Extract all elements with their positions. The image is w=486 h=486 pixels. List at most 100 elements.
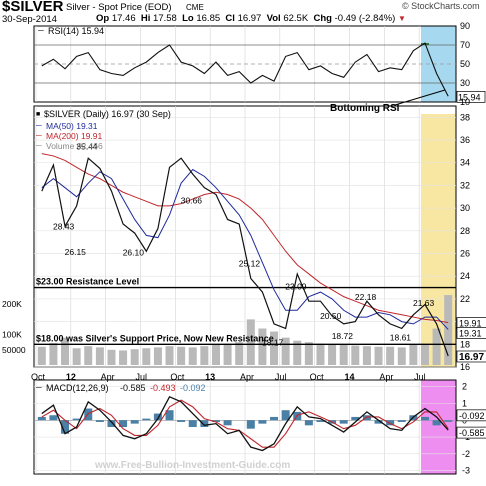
macd-histogram-bar: [316, 420, 325, 422]
macd-histogram-bar: [328, 420, 337, 424]
x-tick-label: 14: [345, 372, 355, 382]
x-tick-label: Oct: [310, 372, 325, 382]
x-tick-label: 12: [66, 372, 76, 382]
price-y-tick: 18: [460, 339, 470, 349]
macd-histogram-bar: [339, 420, 348, 424]
macd-histogram-bar: [420, 416, 429, 421]
volume-bar: [374, 346, 383, 365]
volume-bar: [293, 340, 302, 365]
macd-histogram-bar: [84, 408, 93, 421]
volume-bar: [444, 295, 453, 365]
macd-line: [41, 395, 449, 452]
hi-value: 17.58: [153, 13, 177, 24]
volume-bar: [386, 346, 395, 365]
macd-histogram-bar: [153, 413, 162, 421]
rsi-highlight-region: [420, 26, 456, 102]
price-legend-item: Volume 62,466: [46, 141, 103, 151]
macd-histogram-bar: [107, 420, 116, 427]
price-line: [41, 157, 449, 357]
price-y-tick: 16: [460, 362, 470, 372]
price-y-tick: 38: [460, 112, 470, 122]
rsi-y-tick: 70: [460, 40, 470, 50]
quote-date: 30-Sep-2014: [2, 14, 57, 25]
price-y-tick: 30: [460, 203, 470, 213]
price-y-tick: 32: [460, 180, 470, 190]
macd-panel-frame: [33, 379, 457, 475]
volume-bar: [119, 350, 128, 365]
price-legend-swatch: ─: [35, 131, 42, 140]
volume-bar: [235, 342, 244, 365]
price-legend-swatch: ■: [36, 111, 40, 118]
macd-y-tick: -3: [462, 466, 470, 476]
rsi-last-value: 15.94: [458, 92, 481, 102]
volume-bar: [362, 346, 371, 365]
macd-histogram-bar: [95, 420, 104, 422]
price-right-value: 19.91: [459, 319, 482, 329]
macd-histogram-bar: [362, 415, 371, 421]
macd-title: MACD(12,26,9): [46, 383, 109, 393]
rsi-annotation-arrow: [394, 89, 446, 106]
price-y-tick: 28: [460, 226, 470, 236]
price-label: 22.18: [355, 292, 377, 302]
macd-histogram-bar: [293, 411, 302, 421]
macd-histogram-bar: [211, 420, 220, 422]
price-label: 35.44: [76, 141, 98, 151]
price-label: 23.09: [285, 282, 307, 292]
macd-y-tick: -1: [462, 432, 470, 442]
price-label: 26.10: [123, 247, 145, 257]
rsi-y-tick: 50: [460, 59, 470, 69]
price-y-tick: 22: [460, 294, 470, 304]
macd-right-value: -0.092: [459, 411, 485, 421]
volume-bar: [130, 349, 139, 365]
macd-right-value: -0.585: [459, 428, 485, 438]
volume-bar: [397, 347, 406, 365]
x-tick-label: Jul: [275, 372, 287, 382]
macd-y-tick: 1: [462, 399, 467, 409]
volume-bar: [200, 346, 209, 365]
volume-bar: [165, 346, 174, 365]
chg-label: Chg: [313, 13, 332, 24]
macd-histogram-bar: [200, 420, 209, 427]
rsi-overbought-fill: [420, 43, 429, 45]
macd-histogram-bar: [304, 420, 313, 426]
price-legend-swatch: ─: [35, 141, 42, 150]
quote-line: Op 17.46 Hi 17.58 Lo 16.85 Cl 16.97 Vol …: [96, 13, 406, 24]
macd-histogram-bar: [142, 418, 151, 421]
volume-bar: [409, 344, 418, 365]
volume-bar: [316, 343, 325, 365]
volume-bar: [304, 342, 313, 365]
x-tick-label: 13: [205, 372, 215, 382]
volume-bar: [188, 347, 197, 365]
x-tick-label: Oct: [170, 372, 185, 382]
volume-bar: [211, 344, 220, 365]
volume-bar: [420, 343, 429, 365]
rsi-line: [41, 42, 449, 97]
macd-histogram-bar: [397, 420, 406, 422]
rsi-y-tick: 10: [460, 97, 470, 107]
macd-histogram-bar: [165, 410, 174, 421]
rsi-panel-frame: [33, 25, 457, 103]
macd-histogram-bar: [223, 420, 232, 426]
price-label: 20.50: [320, 311, 342, 321]
price-y-tick: 26: [460, 249, 470, 259]
macd-legend-value: -0.493: [150, 383, 176, 393]
exchange: CME: [186, 3, 204, 12]
price-legend-swatch: ─: [35, 121, 42, 130]
rsi-last-value-box: [456, 91, 486, 103]
price-label: 30.66: [181, 196, 203, 206]
volume-bar: [84, 346, 93, 365]
macd-y-tick: 0: [462, 415, 467, 425]
price-label: 18.72: [332, 331, 354, 341]
volume-bar: [281, 337, 290, 365]
price-right-value-box: [456, 350, 486, 363]
price-label: 18.61: [390, 332, 412, 342]
macd-histogram-bar: [432, 420, 441, 426]
price-label: 28.43: [53, 221, 75, 231]
volume-tick-label: 100K: [2, 330, 22, 340]
x-tick-label: Jul: [136, 372, 148, 382]
volume-bar: [153, 347, 162, 365]
volume-bar: [339, 344, 348, 365]
rsi-y-tick: 90: [460, 21, 470, 31]
macd-histogram-bar: [374, 420, 383, 424]
